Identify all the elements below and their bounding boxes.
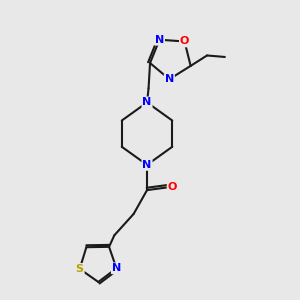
Text: N: N	[142, 160, 152, 170]
Text: N: N	[142, 98, 152, 107]
Text: N: N	[165, 74, 174, 84]
Text: N: N	[112, 263, 121, 273]
Text: S: S	[76, 264, 84, 274]
Text: O: O	[168, 182, 177, 192]
Text: N: N	[155, 35, 164, 45]
Text: O: O	[180, 37, 189, 46]
